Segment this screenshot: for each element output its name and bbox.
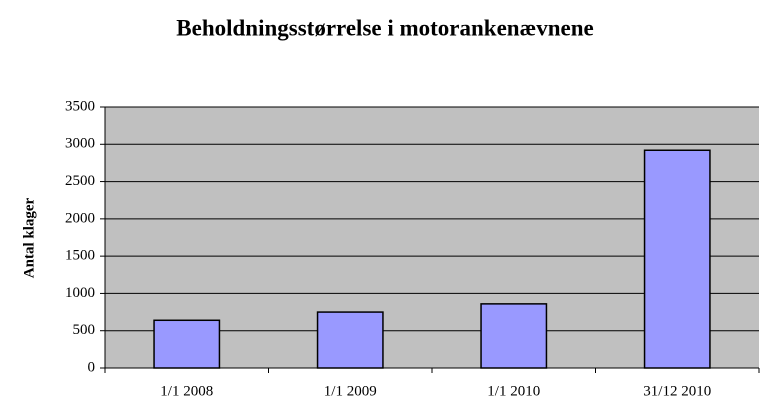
x-tick-label: 31/12 2010 xyxy=(643,383,711,399)
y-tick-label: 0 xyxy=(88,359,96,375)
y-tick-label: 500 xyxy=(73,322,96,338)
y-tick-label: 2500 xyxy=(65,173,95,189)
bar xyxy=(153,319,221,369)
chart-title: Beholdningsstørrelse i motorankenævnene xyxy=(176,15,593,40)
y-tick-label: 1500 xyxy=(65,248,95,264)
bar xyxy=(316,311,384,369)
x-tick-label: 1/1 2008 xyxy=(160,383,213,399)
y-tick-label: 2000 xyxy=(65,210,95,226)
y-tick-label: 3500 xyxy=(65,98,95,114)
bar xyxy=(480,303,548,369)
y-tick-label: 3000 xyxy=(65,136,95,152)
x-tick-label: 1/1 2009 xyxy=(324,383,377,399)
x-tick-label: 1/1 2010 xyxy=(487,383,540,399)
y-tick-label: 1000 xyxy=(65,285,95,301)
y-axis-label: Antal klager xyxy=(21,197,37,278)
bar xyxy=(643,149,711,369)
